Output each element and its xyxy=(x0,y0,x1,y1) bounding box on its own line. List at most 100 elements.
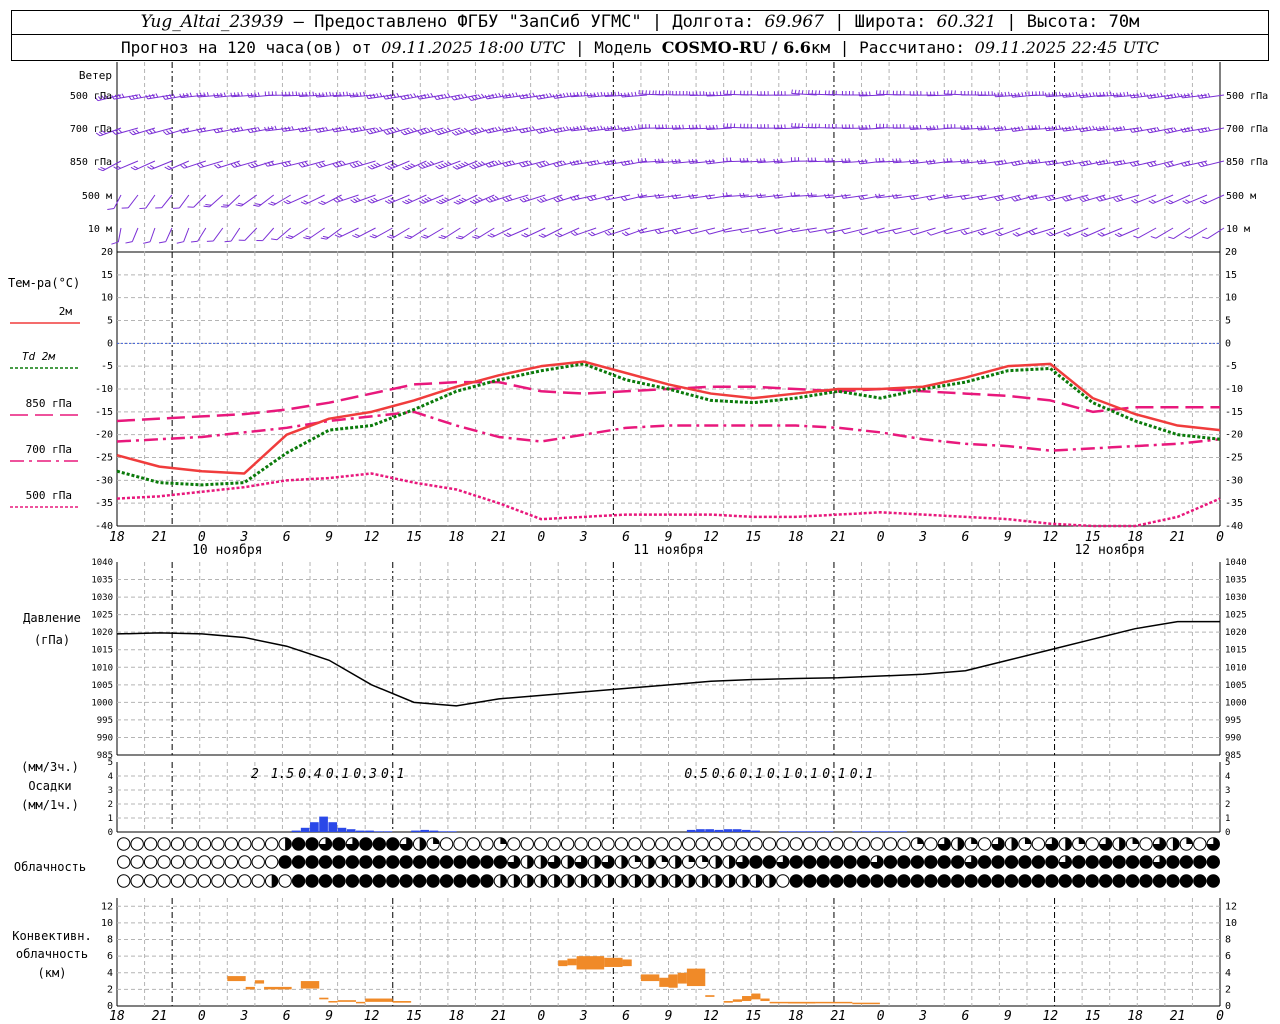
y-tick-label-left: 1040 xyxy=(91,558,113,568)
wind-barb-feather xyxy=(393,162,399,167)
cloud-symbol xyxy=(291,837,306,851)
cloud-fill xyxy=(373,837,386,851)
wind-barb-feather xyxy=(450,96,455,101)
wind-barb-feather xyxy=(1119,126,1122,131)
cloud-fill xyxy=(271,874,278,888)
cloud-symbol xyxy=(143,874,158,888)
wind-barb-staff xyxy=(251,160,274,169)
wind-barb xyxy=(858,227,885,236)
wind-barb xyxy=(756,227,783,234)
wind-barb-feather xyxy=(149,164,155,169)
cloud-symbol xyxy=(453,855,467,869)
wind-barb xyxy=(722,157,749,163)
wind-barb-feather xyxy=(1065,126,1068,131)
wind-barb xyxy=(824,124,851,129)
x-tick-label: 15 xyxy=(746,1009,762,1024)
y-tick-label-left: 12 xyxy=(101,901,113,912)
cloud-symbol xyxy=(870,855,884,869)
wind-barb-feather xyxy=(402,200,408,205)
cloud-symbol xyxy=(426,855,440,869)
wind-barb-feather xyxy=(1122,125,1126,131)
wind-barb-feather xyxy=(522,94,525,99)
wind-barb-feather xyxy=(199,92,202,97)
wind-barb-feather xyxy=(1061,127,1065,132)
wind-barb-feather xyxy=(217,163,222,168)
model-unit: км xyxy=(810,38,831,57)
wind-barb-staff xyxy=(300,127,325,133)
cloud-fill xyxy=(843,874,857,888)
wind-barb-feather xyxy=(467,96,472,101)
wind-barb-feather xyxy=(286,199,292,204)
precip-bar xyxy=(346,829,356,832)
cloud-fill xyxy=(507,855,521,869)
cloud-fill xyxy=(729,874,736,888)
wind-barb-feather xyxy=(674,229,679,234)
wind-barb-staff xyxy=(200,160,223,169)
wind-barb-staff xyxy=(326,227,342,240)
wind-barb-feather xyxy=(480,161,486,165)
cloud-symbol xyxy=(507,837,521,851)
wind-barb-staff xyxy=(1114,127,1140,132)
wind-barb-staff xyxy=(946,227,970,235)
cloud-fill xyxy=(285,837,292,851)
y-tick-label-right: -40 xyxy=(1225,521,1243,532)
wind-barb xyxy=(536,160,563,168)
cloud-symbol xyxy=(480,855,494,869)
wind-barb xyxy=(620,194,648,201)
legend-label: 500 гПа xyxy=(26,489,72,502)
wind-barb-staff xyxy=(606,194,631,201)
wind-barb xyxy=(1044,91,1072,98)
wind-barb xyxy=(1180,160,1208,167)
y-tick-label-left: 1030 xyxy=(91,593,113,603)
cloud-fill xyxy=(1139,874,1153,888)
wind-barb-feather xyxy=(446,161,452,165)
wind-barb-staff xyxy=(131,94,156,101)
wind-barb-staff xyxy=(425,227,444,239)
wind-barb xyxy=(603,194,631,201)
wind-barb-feather xyxy=(522,197,527,202)
x-tick-label: 15 xyxy=(1085,530,1101,545)
wind-barb-feather xyxy=(1058,125,1061,130)
wind-barb xyxy=(147,160,173,170)
wind-barb-staff xyxy=(265,127,291,132)
cloud-symbol xyxy=(601,837,615,851)
cloud-fill xyxy=(1045,855,1059,869)
wind-barb-feather xyxy=(634,125,637,130)
wind-barb-feather xyxy=(759,158,762,163)
cloud-circle xyxy=(170,855,185,869)
wind-barb-feather xyxy=(1156,92,1160,98)
wind-barb-staff xyxy=(458,194,478,205)
cloud-symbol xyxy=(708,874,723,888)
cloud-circle xyxy=(977,837,992,851)
wind-barb-staff xyxy=(230,227,241,242)
convective-bar xyxy=(815,1001,853,1004)
wind-barb-staff xyxy=(673,160,699,164)
wind-barb-feather xyxy=(675,125,677,130)
x-tick-label: 12 xyxy=(703,530,719,545)
wind-barb xyxy=(960,91,987,96)
wind-barb-staff xyxy=(775,194,800,199)
wind-barb xyxy=(756,193,783,199)
y-tick-label-left: 10 xyxy=(101,918,113,929)
cloud-symbol xyxy=(964,874,978,888)
wind-barb xyxy=(1095,159,1123,166)
wind-barb-feather xyxy=(552,94,556,99)
wind-barb-feather xyxy=(798,89,800,95)
wind-barb xyxy=(349,91,376,98)
cloud-fill xyxy=(319,855,332,869)
wind-barb xyxy=(688,158,715,164)
wind-barb xyxy=(858,91,885,97)
wind-barb-feather xyxy=(1132,127,1136,132)
wind-barb xyxy=(253,194,275,207)
wind-barb xyxy=(892,227,919,235)
wind-barb-staff xyxy=(226,194,241,208)
cloud-circle xyxy=(238,855,252,869)
wind-barb-feather xyxy=(461,197,467,201)
wind-barb-staff xyxy=(115,127,139,135)
wind-barb xyxy=(654,158,682,164)
x-tick-label: 21 xyxy=(152,530,168,545)
cloud-fill xyxy=(453,855,467,869)
cloud-symbol xyxy=(722,837,736,851)
wind-barb-feather xyxy=(572,160,576,165)
wind-barb-staff xyxy=(267,160,291,167)
